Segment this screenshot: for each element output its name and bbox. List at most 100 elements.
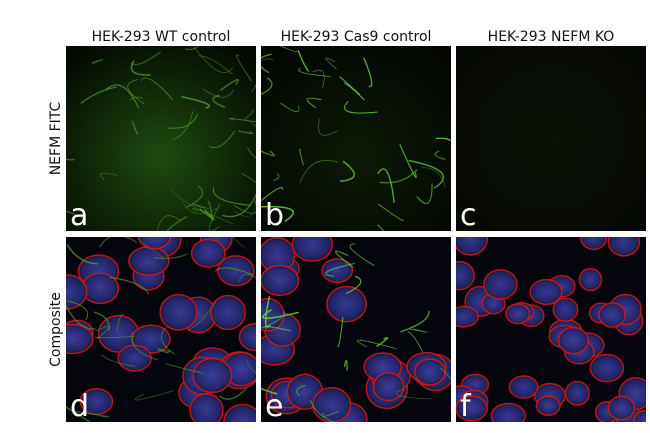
- fiber: [377, 168, 395, 203]
- fiber: [134, 390, 174, 401]
- fiber: [140, 77, 174, 101]
- column-title: HEK-293 NEFM KO: [488, 29, 615, 45]
- fiber: [212, 94, 226, 109]
- fiber: [232, 237, 245, 249]
- fiber: [343, 359, 348, 371]
- fiber: [229, 117, 256, 123]
- fiber: [192, 46, 234, 73]
- cell: [117, 344, 152, 372]
- fiber: [66, 304, 96, 330]
- fiber: [376, 337, 389, 348]
- fiber: [94, 311, 110, 331]
- fiber: [297, 50, 309, 72]
- fiber: [244, 109, 254, 120]
- column-title: HEK-293 WT control: [92, 29, 231, 45]
- panel-letter: f: [460, 389, 472, 424]
- fiber: [66, 406, 91, 422]
- panel: [261, 46, 451, 231]
- fiber: [104, 84, 140, 109]
- fiber: [337, 317, 344, 348]
- fiber: [416, 183, 433, 205]
- fiber: [157, 348, 172, 354]
- cell: [326, 285, 367, 323]
- cell: [578, 267, 603, 292]
- fiber: [421, 167, 446, 188]
- fiber: [434, 150, 446, 160]
- fiber: [185, 185, 203, 208]
- fiber: [220, 79, 239, 91]
- fiber: [324, 262, 356, 277]
- fiber: [400, 310, 430, 333]
- cell: [557, 326, 589, 355]
- row-title: NEFM FITC: [48, 101, 64, 175]
- cell: [552, 297, 579, 322]
- panel: [66, 237, 256, 422]
- cell: [607, 237, 641, 257]
- fiber: [309, 399, 336, 422]
- fiber: [396, 388, 432, 400]
- cell: [598, 302, 626, 328]
- fiber: [261, 58, 274, 61]
- fiber: [343, 82, 365, 101]
- panel: [456, 237, 646, 422]
- fiber: [296, 384, 306, 397]
- cell: [456, 237, 489, 256]
- fiber: [377, 203, 404, 221]
- cell: [564, 380, 590, 406]
- cell: [529, 278, 563, 306]
- panel-letter: a: [70, 198, 88, 233]
- cell: [456, 395, 488, 422]
- column-title: HEK-293 Cas9 control: [281, 29, 432, 45]
- fiber: [261, 187, 284, 201]
- cell: [223, 403, 256, 422]
- fiber: [280, 102, 300, 112]
- cell: [508, 375, 539, 399]
- fiber: [73, 410, 109, 418]
- cell: [210, 294, 246, 331]
- panel-bg: [261, 46, 451, 231]
- cell: [312, 386, 352, 422]
- cell: [192, 357, 233, 394]
- fiber: [156, 215, 182, 231]
- fiber: [165, 363, 204, 374]
- panel-letter: e: [265, 389, 283, 424]
- fiber: [262, 309, 299, 320]
- fiber: [408, 159, 445, 189]
- panel-bg: [456, 46, 646, 231]
- fiber: [130, 60, 151, 76]
- cell: [456, 305, 479, 328]
- fiber: [100, 172, 118, 180]
- fiber: [233, 200, 256, 214]
- cell: [589, 353, 625, 383]
- fiber: [363, 57, 373, 88]
- cell: [189, 393, 224, 422]
- cell: [261, 264, 300, 296]
- cell: [66, 323, 94, 355]
- fiber: [246, 147, 256, 159]
- cell: [128, 246, 170, 276]
- fiber: [344, 100, 378, 114]
- cell: [535, 395, 561, 416]
- cell: [372, 372, 405, 402]
- panel: [261, 237, 451, 422]
- fiber: [299, 159, 338, 183]
- fiber: [160, 326, 175, 355]
- fiber: [66, 244, 99, 265]
- fiber: [131, 332, 159, 361]
- panel-bg: [66, 46, 256, 231]
- fiber: [215, 267, 253, 276]
- fiber: [322, 410, 339, 417]
- fiber: [212, 187, 251, 206]
- fiber: [306, 97, 322, 109]
- fiber: [246, 118, 256, 128]
- fiber: [246, 360, 256, 374]
- fiber: [399, 143, 417, 178]
- fiber: [94, 335, 135, 339]
- fiber: [345, 275, 362, 295]
- cell: [238, 323, 256, 352]
- panel: [456, 46, 646, 231]
- fiber: [166, 216, 188, 231]
- fiber: [407, 331, 423, 352]
- row-title: Composite: [48, 292, 64, 367]
